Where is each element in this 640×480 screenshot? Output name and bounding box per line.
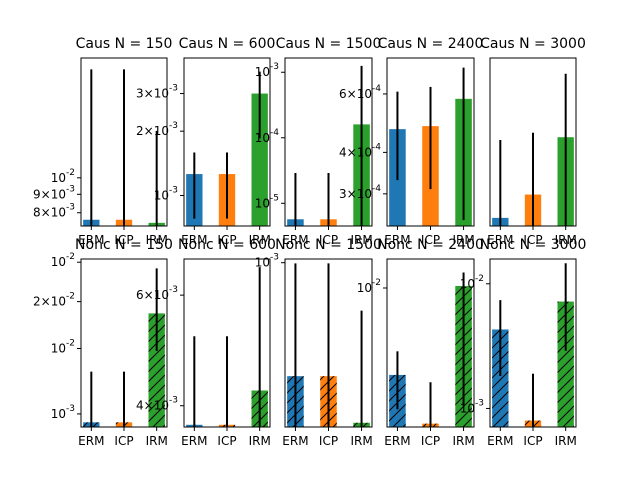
y-tick-label: 10-2 — [51, 252, 75, 269]
chart-title: Nonc N = 2400 — [377, 237, 484, 253]
y-tick-label: 10-2 — [357, 277, 381, 294]
chart-title: Nonc N = 150 — [75, 237, 173, 253]
x-tick-label: ERM — [181, 233, 207, 247]
bar-hatch-irm — [148, 313, 165, 427]
x-tick-label: ERM — [78, 233, 104, 247]
x-tick-label: IRM — [555, 233, 577, 247]
y-tick-label: 10-3 — [154, 185, 178, 202]
y-tick-label: 10-5 — [255, 193, 279, 210]
y-tick-label: 4×10-4 — [339, 142, 381, 159]
x-tick-label: IRM — [452, 233, 474, 247]
bar-hatch-irm — [557, 301, 574, 427]
chart-panel-4: Caus N = 2400 ERM ICP IRM 6×10-4 4×10-4 3×10-4 — [339, 36, 483, 247]
x-tick-label: ERM — [384, 233, 410, 247]
x-tick-label: ICP — [421, 434, 440, 448]
chart-title: Caus N = 2400 — [378, 36, 484, 52]
x-tick-label: IRM — [146, 434, 168, 448]
chart-title: Caus N = 600 — [179, 36, 276, 52]
y-tick-label: 2×10-2 — [33, 291, 75, 308]
y-tick-label: 10-3 — [51, 403, 75, 420]
x-tick-label: ERM — [181, 434, 207, 448]
y-tick-label: 8×10-3 — [33, 202, 75, 219]
x-tick-label: ERM — [487, 434, 513, 448]
chart-panel-3: Caus N = 1500 ERM ICP IRM 10-3 10-4 10-5 — [255, 36, 382, 247]
x-tick-label: IRM — [555, 434, 577, 448]
chart-panel-10: Nonc N = 3000 ERM ICP IRM 10-2 10-3 — [460, 237, 587, 448]
chart-panel-1: Caus N = 150 ERM ICP IRM 10-29×10-38×10-3 — [33, 36, 172, 247]
x-tick-label: ICP — [217, 434, 236, 448]
x-tick-label: IRM — [350, 233, 372, 247]
y-tick-label: 2×10-3 — [136, 121, 178, 138]
x-tick-label: ERM — [282, 434, 308, 448]
chart-title: Caus N = 3000 — [480, 36, 586, 52]
y-tick-label: 10-3 — [255, 252, 279, 269]
x-tick-label: ICP — [523, 434, 542, 448]
x-tick-label: ERM — [78, 434, 104, 448]
y-tick-label: 10-2 — [460, 273, 484, 290]
x-tick-label: IRM — [146, 233, 168, 247]
bar-hatch-erm — [492, 329, 509, 427]
x-tick-label: IRM — [452, 434, 474, 448]
x-tick-label: ERM — [487, 233, 513, 247]
chart-panel-5: Caus N = 3000 ERM ICP IRM — [480, 36, 586, 247]
y-tick-label: 6×10-3 — [136, 285, 178, 302]
x-tick-label: IRM — [249, 233, 271, 247]
x-tick-label: IRM — [249, 434, 271, 448]
x-tick-label: ICP — [114, 434, 133, 448]
chart-panel-7: Nonc N = 600 ERM ICP IRM 6×10-3 4×10-3 — [136, 237, 276, 448]
y-tick-label: 10-4 — [255, 127, 280, 144]
chart-panel-2: Caus N = 600 ERM ICP IRM 3×10-3 2×10-3 10-3 — [136, 36, 275, 247]
y-tick-label: 10-3 — [255, 62, 279, 79]
y-tick-label: 6×10-4 — [339, 83, 381, 100]
x-tick-label: ICP — [217, 233, 236, 247]
y-tick-label: 4×10-3 — [136, 395, 178, 412]
x-tick-label: IRM — [350, 434, 372, 448]
x-tick-label: ERM — [384, 434, 410, 448]
chart-title: Nonc N = 3000 — [480, 237, 587, 253]
x-tick-label: ICP — [421, 233, 440, 247]
chart-title: Caus N = 1500 — [276, 36, 382, 52]
y-tick-label: 9×10-3 — [33, 184, 75, 201]
y-tick-label: 3×10-4 — [339, 183, 381, 200]
y-tick-label: 10-2 — [51, 167, 75, 184]
y-tick-label: 10-3 — [460, 398, 484, 415]
x-tick-label: ICP — [319, 233, 338, 247]
chart-panel-6: Nonc N = 150 ERM ICP IRM 10-2 2×10-2 10-2 10-3 — [33, 237, 173, 448]
y-tick-label: 3×10-3 — [136, 83, 178, 100]
chart-title: Caus N = 150 — [76, 36, 173, 52]
chart-title: Nonc N = 1500 — [275, 237, 382, 253]
chart-panel-9: Nonc N = 2400 ERM ICP IRM 10-2 — [357, 237, 484, 448]
chart-panel-8: Nonc N = 1500 ERM ICP IRM 10-3 — [255, 237, 382, 448]
x-tick-label: ICP — [523, 233, 542, 247]
x-tick-label: ICP — [114, 233, 133, 247]
chart-title: Nonc N = 600 — [178, 237, 276, 253]
bar-irm — [251, 93, 268, 226]
x-tick-label: ICP — [319, 434, 338, 448]
y-tick-label: 10-2 — [51, 338, 75, 355]
x-tick-label: ERM — [282, 233, 308, 247]
